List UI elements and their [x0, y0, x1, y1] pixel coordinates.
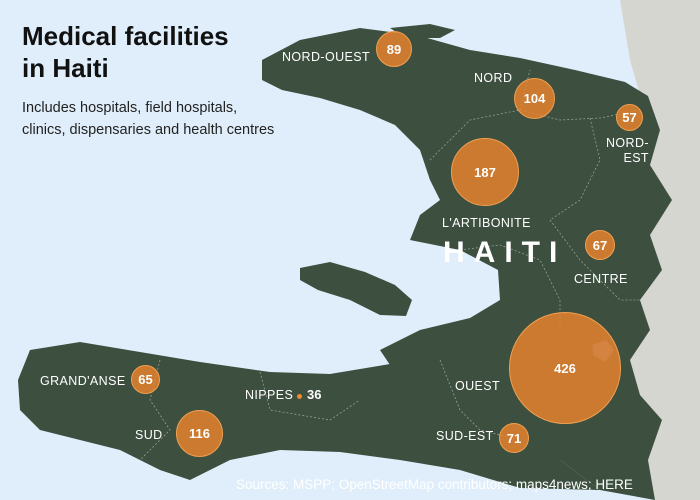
bubble-artibonite: 187: [451, 138, 519, 206]
source-note: Sources: MSPP; OpenStreetMap contributor…: [236, 477, 633, 492]
ile-de-la-gonave: [300, 262, 412, 316]
dept-label-nord-est-line-2: EST: [623, 151, 649, 165]
bubble-sud: 116: [176, 410, 223, 457]
subtitle-line-2: clinics, dispensaries and health centres: [22, 122, 275, 138]
dept-label-nord-est-line-1: NORD-: [606, 136, 649, 150]
dept-label-artibonite: L'ARTIBONITE: [442, 216, 531, 230]
bubble-sud-est: 71: [499, 423, 529, 453]
bubble-centre: 67: [585, 230, 615, 260]
title-line-1: Medical facilities: [22, 21, 229, 51]
bubble-grandanse: 65: [131, 365, 160, 394]
ile-de-la-tortue: [390, 24, 455, 38]
map-title: Medical facilities in Haiti: [22, 20, 282, 84]
dept-label-nord-est: NORD- EST: [606, 136, 649, 166]
bubble-nord-est: 57: [616, 104, 643, 131]
dept-label-nippes: NIPPES: [245, 388, 294, 402]
bubble-nippes-value: 36: [307, 387, 322, 402]
dept-label-nord: NORD: [474, 71, 513, 85]
dominican-republic-landmass: [620, 0, 700, 500]
dept-label-grandanse: GRAND'ANSE: [40, 374, 126, 388]
country-label: HAITI: [443, 236, 567, 269]
dept-label-ouest: OUEST: [455, 379, 501, 393]
haiti-southern-peninsula: [18, 342, 600, 490]
bubble-nord: 104: [514, 78, 555, 119]
dept-label-sud-est: SUD-EST: [436, 429, 494, 443]
dept-label-sud: SUD: [135, 428, 163, 442]
dept-label-centre: CENTRE: [574, 272, 628, 286]
map-subtitle: Includes hospitals, field hospitals, cli…: [22, 97, 322, 141]
dot-nippes: [297, 394, 302, 399]
dept-label-nord-ouest: NORD-OUEST: [282, 50, 371, 64]
title-line-2: in Haiti: [22, 53, 109, 83]
bubble-ouest: 426: [509, 312, 621, 424]
subtitle-line-1: Includes hospitals, field hospitals,: [22, 100, 238, 116]
bubble-nord-ouest: 89: [376, 31, 412, 67]
